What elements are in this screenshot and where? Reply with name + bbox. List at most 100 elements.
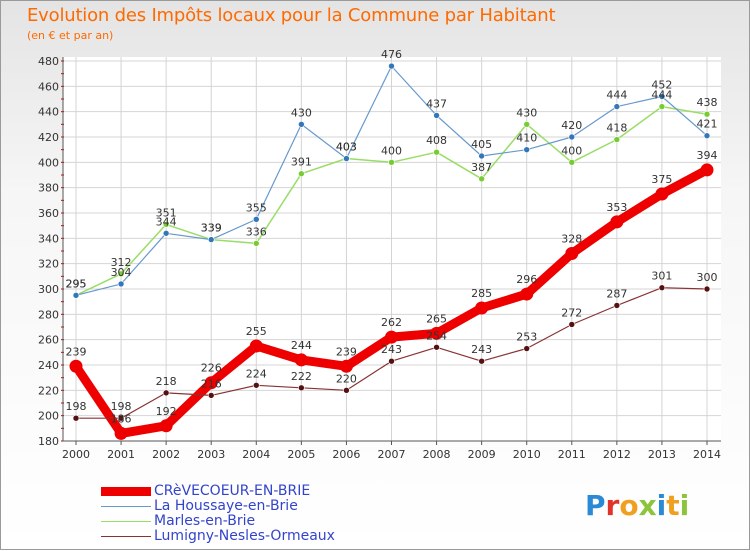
data-label-2: 391 <box>291 156 312 169</box>
data-label-1: 444 <box>606 89 627 102</box>
x-tick-label: 2009 <box>468 448 496 461</box>
data-point-3 <box>72 414 80 422</box>
legend-label-crevecoeur: CRèVECOEUR-EN-BRIE <box>154 483 311 499</box>
data-label-3: 243 <box>471 343 492 356</box>
data-label-3: 301 <box>651 270 672 283</box>
y-tick-label: 380 <box>38 182 59 195</box>
data-label-2: 403 <box>336 141 357 154</box>
data-point-2 <box>658 103 666 110</box>
data-label-3: 224 <box>246 367 267 380</box>
data-label-1: 410 <box>516 132 537 145</box>
y-tick-label: 200 <box>38 410 59 423</box>
x-tick-label: 2000 <box>62 448 90 461</box>
chart-title: Evolution des Impôts locaux pour la Comm… <box>27 5 556 26</box>
proxiti-logo: Proxiti <box>585 489 689 522</box>
data-label-1: 295 <box>66 277 87 290</box>
y-tick-label: 340 <box>38 232 59 245</box>
data-point-3 <box>207 392 215 399</box>
data-point-2 <box>388 159 395 166</box>
data-label-3: 198 <box>111 400 132 413</box>
data-point-1 <box>568 133 576 141</box>
data-point-3 <box>658 284 666 292</box>
data-label-3: 300 <box>697 271 718 284</box>
data-label-0: 296 <box>516 273 537 286</box>
data-point-2 <box>117 270 125 278</box>
data-label-2: 438 <box>697 96 718 109</box>
data-point-3 <box>298 384 305 392</box>
data-label-0: 353 <box>606 201 627 214</box>
data-point-1 <box>72 292 80 299</box>
data-point-1 <box>703 132 711 140</box>
data-point-2 <box>703 110 711 118</box>
data-point-2 <box>298 170 305 178</box>
x-tick-label: 2002 <box>152 448 180 461</box>
data-label-3: 218 <box>156 375 177 388</box>
data-point-1 <box>478 152 485 160</box>
logo-letter: t <box>666 489 680 522</box>
y-tick-label: 300 <box>38 283 59 296</box>
data-label-2: 339 <box>201 222 222 235</box>
x-tick-label: 2011 <box>558 448 586 461</box>
data-point-0 <box>475 301 489 315</box>
data-label-2: 400 <box>561 144 582 157</box>
data-label-1: 421 <box>697 118 718 131</box>
data-label-3: 220 <box>336 372 357 385</box>
data-label-3: 287 <box>606 287 627 300</box>
y-tick-label: 360 <box>38 207 59 220</box>
data-label-2: 418 <box>606 122 627 135</box>
x-tick-label: 2003 <box>197 448 225 461</box>
data-label-1: 405 <box>471 138 492 151</box>
y-tick-label: 180 <box>38 435 59 448</box>
data-label-1: 430 <box>291 106 312 119</box>
data-label-2: 387 <box>471 161 492 174</box>
data-point-2 <box>478 175 485 183</box>
data-point-0 <box>610 215 624 229</box>
data-point-0 <box>69 359 83 373</box>
legend-label-la-houssaye: La Houssaye-en-Brie <box>154 498 298 514</box>
data-point-1 <box>117 280 125 288</box>
data-point-1 <box>252 216 260 223</box>
data-point-2 <box>523 121 531 128</box>
data-point-0 <box>520 287 534 301</box>
y-tick-label: 400 <box>38 156 59 169</box>
data-point-1 <box>658 93 666 100</box>
x-tick-label: 2012 <box>603 448 631 461</box>
data-point-1 <box>162 229 170 237</box>
data-label-2: 444 <box>651 89 672 102</box>
data-point-2 <box>162 221 170 228</box>
data-point-1 <box>298 121 305 128</box>
data-label-0: 285 <box>471 287 492 300</box>
data-label-3: 222 <box>291 370 312 383</box>
data-label-3: 254 <box>426 329 447 342</box>
legend-label-lumigny: Lumigny-Nesles-Ormeaux <box>154 528 335 544</box>
data-label-3: 253 <box>516 331 537 344</box>
data-point-1 <box>207 236 215 243</box>
data-point-0 <box>385 330 398 344</box>
data-label-3: 198 <box>66 400 87 413</box>
data-point-0 <box>204 376 218 390</box>
legend-swatch-marles <box>101 521 151 522</box>
data-label-2: 430 <box>516 106 537 119</box>
y-tick-label: 320 <box>38 258 59 271</box>
data-point-1 <box>388 62 395 70</box>
y-tick-label: 420 <box>38 131 59 144</box>
data-label-0: 239 <box>66 345 87 358</box>
legend-swatch-la-houssaye <box>101 506 151 507</box>
data-point-3 <box>433 343 440 351</box>
data-label-1: 437 <box>426 97 447 110</box>
data-point-3 <box>252 381 260 389</box>
data-label-0: 192 <box>156 405 177 418</box>
logo-letter: o <box>619 489 639 522</box>
data-point-0 <box>294 353 308 367</box>
data-point-0 <box>655 187 669 201</box>
data-point-3 <box>523 345 531 352</box>
data-point-0 <box>159 419 173 433</box>
data-label-1: 452 <box>651 78 672 91</box>
data-label-0: 239 <box>336 345 357 358</box>
data-label-1: 420 <box>561 119 582 132</box>
data-point-3 <box>343 387 350 394</box>
legend-label-marles: Marles-en-Brie <box>154 513 256 529</box>
data-point-0 <box>430 326 444 340</box>
data-label-1: 476 <box>381 48 402 61</box>
